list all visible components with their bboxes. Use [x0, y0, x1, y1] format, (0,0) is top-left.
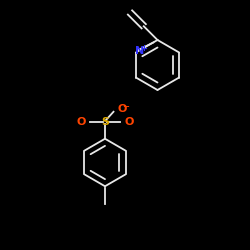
Text: +: +: [140, 44, 147, 53]
Text: O: O: [124, 117, 134, 127]
Text: O: O: [118, 104, 127, 114]
Text: O: O: [76, 117, 86, 127]
Text: S: S: [101, 117, 109, 127]
Text: N: N: [135, 46, 144, 56]
Text: −: −: [122, 102, 129, 111]
